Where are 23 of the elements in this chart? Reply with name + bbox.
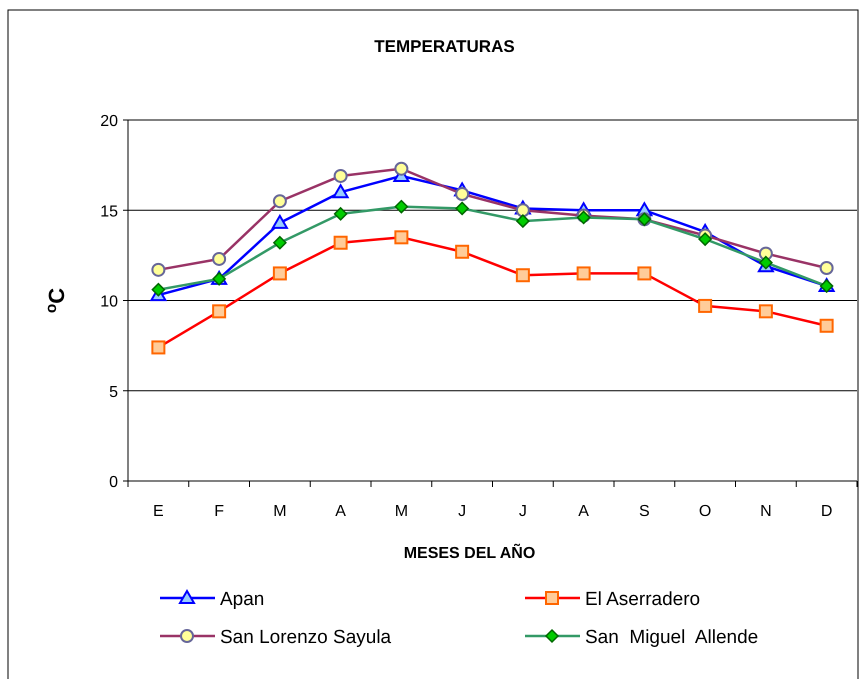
- y-tick-label: 10: [100, 294, 118, 310]
- x-axis-title: MESES DEL AÑO: [404, 543, 536, 562]
- x-tick-label: D: [820, 503, 832, 520]
- chart-title: TEMPERATURAS: [374, 37, 515, 56]
- y-tick-label: 5: [109, 384, 118, 401]
- legend-label: El Aserradero: [585, 589, 700, 610]
- x-tick-label: J: [458, 503, 466, 520]
- x-tick-label: S: [639, 503, 650, 520]
- x-tick-label: J: [518, 503, 527, 520]
- x-tick-label: M: [394, 503, 408, 520]
- x-tick-label: A: [578, 503, 590, 520]
- x-tick-label: A: [335, 503, 346, 520]
- y-tick-label: 15: [100, 203, 118, 220]
- y-tick-label: 0: [109, 474, 118, 491]
- y-tick-label: 20: [100, 113, 118, 130]
- legend-label: San Miguel Allende: [585, 627, 758, 648]
- x-tick-label: M: [273, 503, 287, 520]
- legend-label: San Lorenzo Sayula: [220, 627, 392, 648]
- x-tick-label: F: [214, 503, 224, 520]
- x-tick-label: O: [698, 503, 712, 520]
- x-tick-label: N: [760, 503, 772, 520]
- x-tick-label: E: [153, 503, 164, 520]
- legend-label: Apan: [220, 589, 264, 610]
